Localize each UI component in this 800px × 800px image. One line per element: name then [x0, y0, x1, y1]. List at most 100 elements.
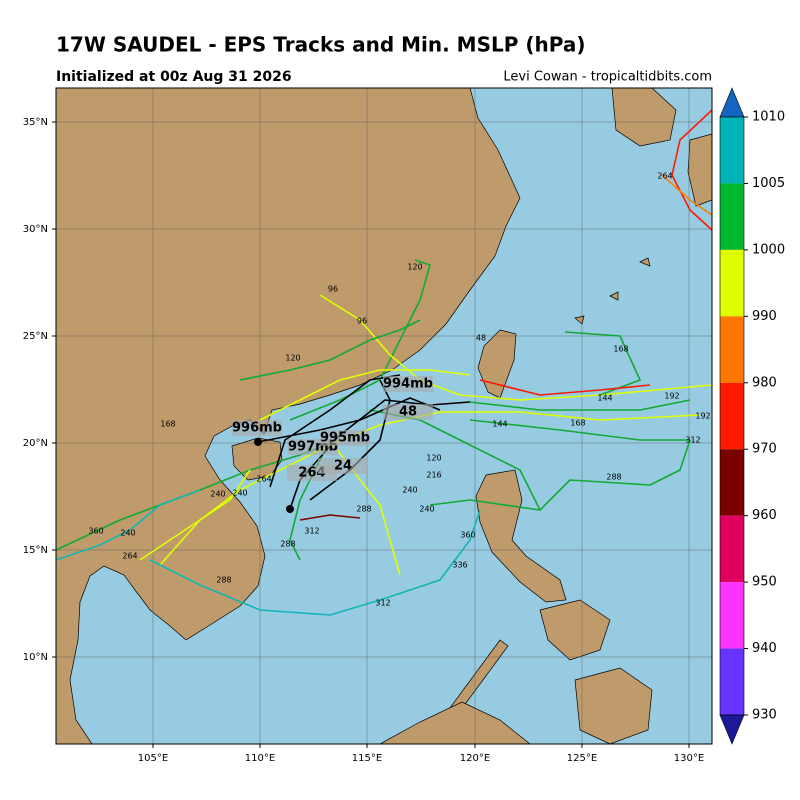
storm-label: 995mb	[320, 431, 370, 446]
hour-label: 240	[210, 490, 225, 499]
hour-label: 264	[122, 552, 137, 561]
hour-label: 168	[613, 345, 628, 354]
track-mean	[269, 374, 401, 488]
track	[469, 399, 691, 411]
track	[661, 174, 712, 216]
hour-label: 336	[452, 561, 467, 570]
hour-label: 168	[570, 419, 585, 428]
hour-label: 312	[304, 527, 319, 536]
colorbar-segment	[720, 117, 744, 184]
colorbar-label: 980	[752, 375, 777, 390]
storm-label: 996mb	[232, 421, 282, 436]
colorbar-label: 930	[752, 708, 777, 723]
track-start	[254, 438, 262, 446]
colorbar-label: 940	[752, 641, 777, 656]
colorbar-segment	[720, 382, 744, 450]
borneo	[379, 701, 531, 744]
hour-label: 240	[419, 505, 434, 514]
track	[319, 294, 712, 401]
hour-label: 96	[357, 317, 367, 326]
colorbar-segment	[720, 449, 744, 516]
lat-label: 35°N	[23, 117, 48, 128]
map-frame	[55, 87, 713, 745]
hour-label: 264	[657, 172, 672, 181]
hour-label: 240	[120, 529, 135, 538]
taiwan	[477, 329, 517, 399]
lon-label: 130°E	[674, 753, 704, 764]
mainland	[56, 88, 521, 744]
lat-label: 30°N	[23, 224, 48, 235]
colorbar-label: 1010	[752, 110, 785, 125]
hour-label: 216	[426, 471, 441, 480]
lat-label: 25°N	[23, 331, 48, 342]
hour-label: 192	[695, 412, 710, 421]
hour-label: 288	[606, 473, 621, 482]
track	[239, 319, 421, 381]
colorbar-label: 970	[752, 442, 777, 457]
credit: Levi Cowan - tropicaltidbits.com	[503, 70, 712, 85]
track	[299, 514, 361, 521]
visayas	[539, 599, 611, 661]
hour-label: 120	[285, 354, 300, 363]
title: 17W SAUDEL - EPS Tracks and Min. MSLP (h…	[56, 33, 586, 57]
track	[469, 419, 691, 511]
hour-label: 288	[280, 540, 295, 549]
kyushu	[687, 133, 712, 207]
lon-label: 115°E	[352, 753, 382, 764]
storm-label: 24	[334, 459, 352, 474]
track	[259, 369, 471, 421]
colorbar-segment	[720, 648, 744, 715]
hour-label: 288	[356, 505, 371, 514]
track	[671, 109, 712, 231]
colorbar-segment	[720, 316, 744, 383]
colorbar: 1010 1005 1000 990 980 970 960 950 940 930	[719, 87, 785, 745]
storm-label: 48	[399, 405, 417, 420]
lat-label: 20°N	[23, 438, 48, 449]
korea	[611, 88, 677, 147]
hour-label: 240	[232, 489, 247, 498]
track	[289, 259, 431, 421]
hour-label: 360	[88, 527, 103, 536]
subtitle: Initialized at 00z Aug 31 2026	[56, 69, 292, 85]
colorbar-segment	[720, 515, 744, 583]
track-mean	[257, 397, 441, 443]
hour-label: 48	[476, 334, 486, 343]
luzon	[475, 469, 567, 603]
hour-label: 120	[407, 263, 422, 272]
label-box	[383, 376, 433, 392]
lat-label: 15°N	[23, 545, 48, 556]
hour-label: 96	[328, 285, 338, 294]
lat-label: 10°N	[23, 652, 48, 663]
label-box	[320, 430, 370, 446]
hour-label: 144	[597, 394, 612, 403]
hour-label: 192	[664, 392, 679, 401]
mindanao	[574, 667, 653, 744]
storm-label: 994mb	[383, 377, 433, 392]
track-mean	[289, 399, 471, 510]
lon-label: 110°E	[245, 753, 275, 764]
lon-label: 120°E	[460, 753, 490, 764]
track	[56, 489, 201, 561]
hour-label: 288	[216, 576, 231, 585]
hour-label: 264	[256, 475, 271, 484]
colorbar-segment	[720, 183, 744, 250]
hour-label: 240	[402, 486, 417, 495]
hour-label: 144	[492, 420, 507, 429]
colorbar-frame	[719, 116, 745, 716]
colorbar-segment	[720, 249, 744, 317]
hour-label: 312	[685, 436, 700, 445]
colorbar-label: 960	[752, 508, 777, 523]
grid	[56, 88, 712, 744]
hour-label: 120	[426, 454, 441, 463]
track	[149, 509, 481, 616]
lon-label: 105°E	[138, 753, 168, 764]
hour-label: 312	[375, 599, 390, 608]
hour-label: 360	[460, 531, 475, 540]
track	[139, 469, 251, 561]
track-start	[286, 505, 294, 513]
colorbar-label: 950	[752, 575, 777, 590]
colorbar-label: 990	[752, 309, 777, 324]
